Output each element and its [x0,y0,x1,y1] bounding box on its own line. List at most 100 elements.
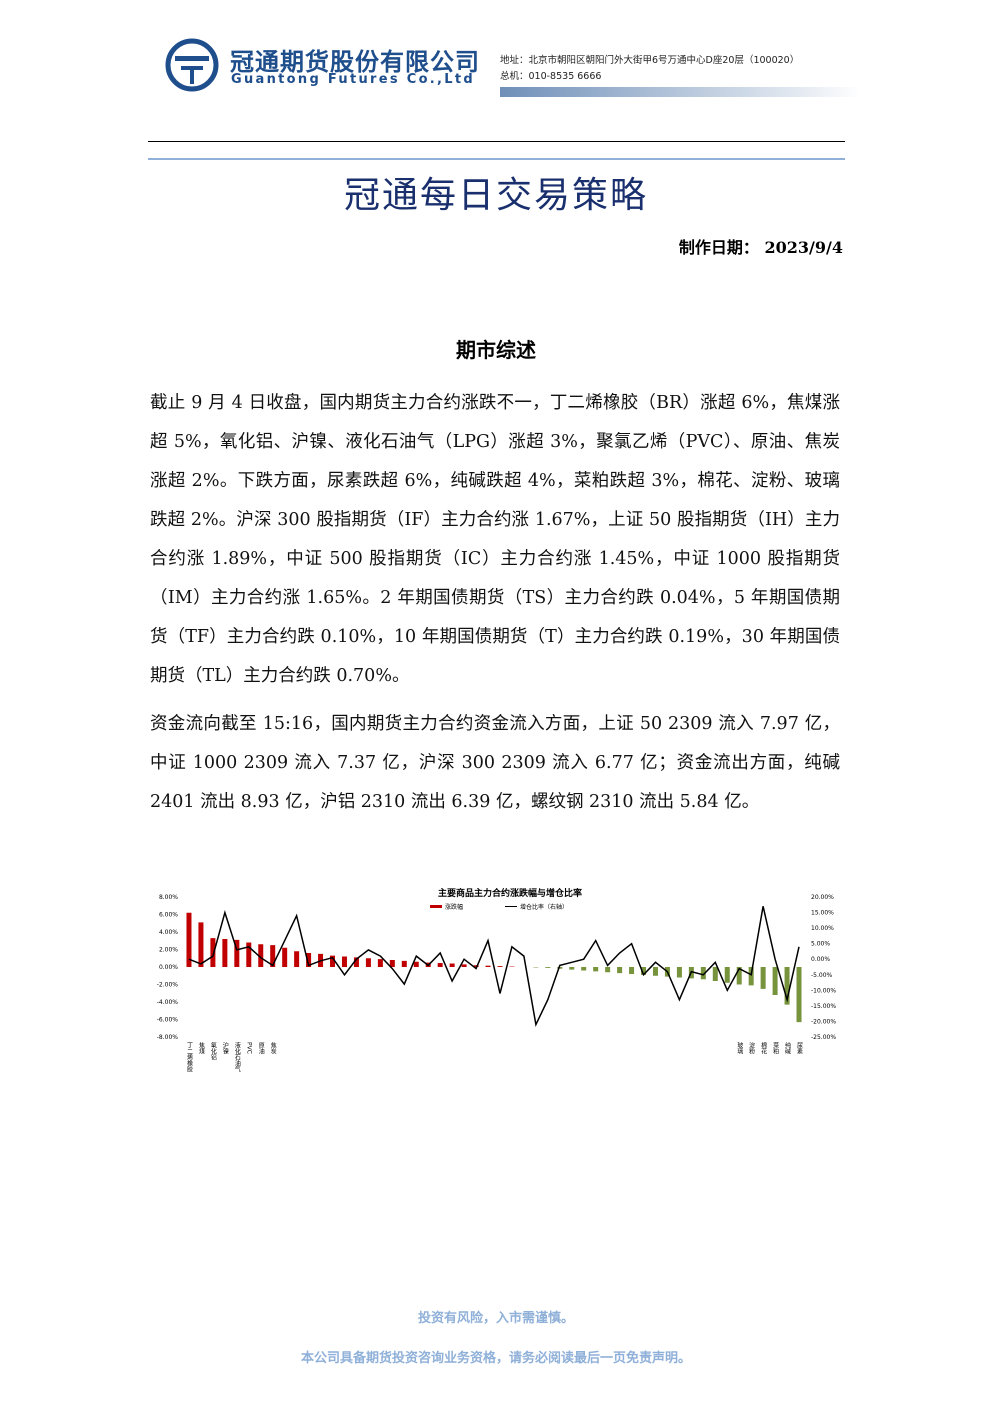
bar [210,938,216,967]
bar [222,939,228,967]
x-tick-label: 棉花 [760,1041,767,1055]
y-tick-label: 0.00% [159,964,178,971]
bar [294,951,300,967]
header-bar [500,87,860,97]
bar [700,967,706,980]
x-tick-label: 氧化铝 [209,1041,216,1061]
bar [306,953,312,967]
company-en: Guantong Futures Co.,Ltd [231,72,475,87]
y-tick-label: 6.00% [159,912,178,919]
x-tick-label: 液化石油气 [233,1041,240,1072]
bar [629,967,635,974]
bar [593,967,599,972]
x-tick-label: 菜粕 [772,1041,779,1055]
y-tick-label: -4.00% [157,999,179,1006]
bar [365,958,371,967]
x-tick-label: 焦煤 [197,1041,204,1055]
x-tick-label: 原油 [257,1042,264,1055]
bar [485,965,491,967]
bar [258,944,264,967]
y2-tick-label: 15.00% [811,910,834,917]
bar [473,965,479,967]
phone: 总机：010-8535 6666 [500,71,602,82]
footer-disclaimer: 本公司具备期货投资咨询业务资格，请务必阅读最后一页免责声明。 [300,1351,691,1366]
chart-title: 主要商品主力合约涨跌幅与增仓比率 [438,887,582,899]
date-value: 2023/9/4 [764,238,843,257]
doc-title: 冠通每日交易策略 [343,175,648,216]
bar [545,967,551,968]
y-tick-label: 2.00% [159,947,178,954]
bar [772,967,778,995]
bar [652,967,658,976]
bar [461,964,467,967]
section-heading: 期市综述 [456,338,536,362]
bar [581,967,587,971]
x-tick-label: PVC [245,1042,252,1054]
bar [760,967,766,989]
y-tick-label: -6.00% [157,1017,179,1024]
date-label: 制作日期： [678,238,759,257]
bar [234,939,240,967]
bar [736,967,742,985]
y2-tick-label: 10.00% [811,925,834,932]
bar [712,967,718,981]
y-tick-label: -8.00% [157,1034,179,1041]
bar [676,967,682,978]
bar [724,967,730,983]
bar [389,960,395,967]
bar [449,963,455,967]
rule [148,141,845,142]
bar [377,959,383,967]
bar [330,955,336,967]
y2-tick-label: -5.00% [811,972,833,979]
legend-swatch [430,905,442,908]
y2-tick-label: -10.00% [811,987,836,994]
bar [401,960,407,967]
paragraph: 资金流向截至 15:16，国内期货主力合约资金流入方面，上证 50 2309 流… [150,714,840,812]
bar [413,961,419,967]
x-tick-label: 焦炭 [269,1041,276,1055]
chart: 主要商品主力合约涨跌幅与增仓比率 8.00% 6.00% 4.00% 2.00% 0.00… [157,887,837,1073]
address: 地址：北京市朝阳区朝阳门外大街甲6号万通中心D座20层（100020） [500,55,800,66]
bar [282,947,288,967]
bar [198,922,204,967]
y2-tick-label: -15.00% [811,1003,836,1010]
y-tick-label: -2.00% [157,982,179,989]
logo [165,38,219,92]
y2-tick-label: -25.00% [811,1034,836,1041]
bar [437,963,443,967]
legend-label: 增仓比率（右轴） [520,903,568,911]
x-tick-label: 玻璃 [736,1041,743,1055]
bar [270,945,276,967]
bar [641,967,647,975]
y2-tick-label: 5.00% [811,941,830,948]
bar [617,967,623,974]
bar [605,967,611,973]
x-tick-label: 尿素 [796,1042,803,1054]
x-tick-label: 淀粉 [748,1041,755,1055]
bar [497,966,503,967]
y-tick-label: 8.00% [159,894,178,901]
bar [569,967,575,970]
rule [148,158,845,160]
footer-risk: 投资有风险，入市需谨慎。 [417,1311,574,1326]
bar [557,967,563,969]
line [188,906,800,1028]
paragraph: 截止 9 月 4 日收盘，国内期货主力合约涨跌不一，丁二烯橡胶（BR）涨超 6%… [150,393,840,686]
y2-tick-label: 20.00% [811,894,834,901]
x-tick-label: 纯碱 [784,1041,791,1055]
y-tick-label: 4.00% [159,929,178,936]
bar [748,967,754,986]
bar [353,957,359,967]
company-cn: 冠通期货股份有限公司 [230,48,480,76]
x-tick-label: 沪镍 [221,1041,228,1055]
bar [784,967,790,1005]
bar [796,967,802,1023]
bar [186,912,192,967]
date: 制作日期： 2023/9/4 [679,234,843,258]
y2-tick-label: 0.00% [811,956,830,963]
bar [246,942,252,967]
bar [341,956,347,967]
y2-tick-label: -20.00% [811,1018,836,1025]
